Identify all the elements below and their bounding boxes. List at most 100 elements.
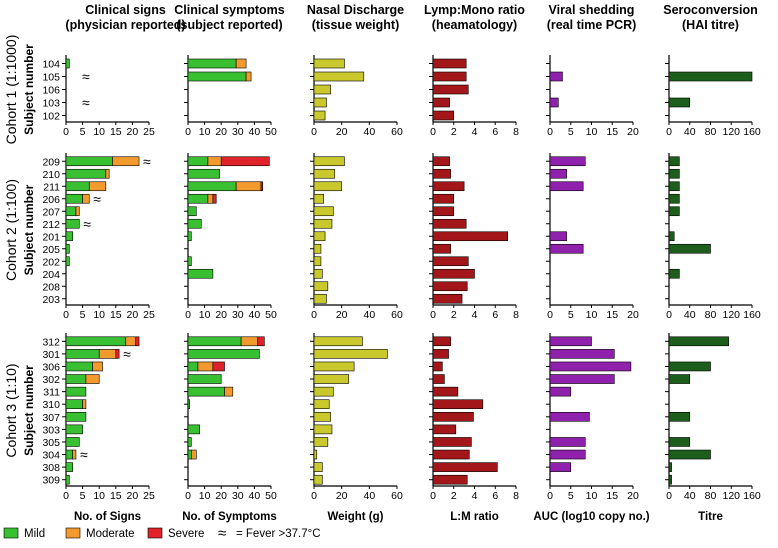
x-tick-label: 25	[143, 126, 155, 138]
bar-titre	[668, 71, 753, 82]
x-tick-label: 6	[492, 309, 498, 321]
bar-viral	[549, 462, 572, 472]
bar-mild	[65, 449, 73, 460]
bar-mild	[187, 231, 192, 242]
x-tick-label: 4	[472, 126, 478, 138]
bar-nasal	[313, 386, 334, 397]
x-tick-label: 0	[185, 490, 191, 502]
subject-label: 204	[42, 269, 60, 281]
x-tick-label: 20	[127, 309, 139, 321]
bar-mild	[187, 361, 199, 372]
bar-titre	[668, 336, 729, 347]
x-tick-label: 20	[336, 490, 348, 502]
bar-lm	[432, 97, 450, 108]
column-title: Clinical symptoms	[174, 3, 284, 17]
x-tick-label: 40	[363, 309, 375, 321]
x-tick-label: 8	[513, 490, 519, 502]
bar-viral	[549, 374, 615, 384]
bar-nasal	[313, 437, 329, 447]
x-tick-label: 20	[627, 126, 639, 138]
x-tick-label: 0	[547, 490, 553, 502]
x-tick-label: 0	[666, 309, 672, 321]
x-axis-label: Titre	[698, 511, 723, 523]
subject-label: 205	[42, 244, 60, 256]
bar-moderate	[92, 361, 103, 372]
column-subtitle: (tissue weight)	[312, 18, 400, 32]
x-tick-label: 5	[568, 309, 574, 321]
bar-mild	[187, 156, 209, 167]
bar-titre	[668, 206, 680, 217]
x-tick-label: 0	[311, 126, 317, 138]
bar-mild	[65, 349, 100, 359]
bar-mild	[65, 374, 87, 384]
bar-lm	[432, 256, 469, 267]
bar-nasal	[313, 399, 330, 410]
bar-mild	[65, 231, 73, 242]
cohort-label: Cohort 2 (1:100)	[3, 179, 19, 281]
x-tick-label: 50	[265, 126, 277, 138]
x-axis-label: AUC (log10 copy no.)	[533, 511, 649, 523]
bar-severe	[257, 336, 265, 347]
bar-moderate	[112, 156, 140, 167]
column-subtitle: (physician reported)	[65, 18, 185, 32]
x-tick-label: 80	[705, 126, 717, 138]
x-tick-label: 10	[586, 490, 598, 502]
x-tick-label: 160	[743, 490, 761, 502]
x-tick-label: 80	[705, 309, 717, 321]
x-tick-label: 0	[63, 490, 69, 502]
x-tick-label: 2	[451, 490, 457, 502]
bar-mild	[65, 474, 70, 485]
bar-mild	[65, 168, 107, 179]
column-title: Clinical signs	[85, 3, 166, 17]
subject-label: 207	[42, 206, 60, 218]
subject-label: 302	[42, 374, 60, 386]
subject-label: 201	[42, 231, 60, 243]
bar-nasal	[313, 293, 327, 304]
bar-viral	[549, 437, 586, 447]
subject-label: 210	[42, 169, 60, 181]
bar-lm	[432, 268, 475, 279]
bar-lm	[432, 474, 468, 485]
column-title: Nasal Discharge	[307, 3, 404, 17]
bar-nasal	[313, 84, 331, 95]
x-tick-label: 2	[451, 126, 457, 138]
bar-viral	[549, 71, 563, 82]
bar-mild	[65, 437, 80, 447]
bar-nasal	[313, 231, 326, 242]
x-tick-label: 50	[265, 490, 277, 502]
bar-nasal	[313, 349, 388, 359]
bar-moderate	[88, 181, 107, 192]
column-title: Lymp:Mono ratio	[424, 3, 525, 17]
bar-lm	[432, 374, 445, 384]
bar-nasal	[313, 281, 329, 292]
subject-label: 301	[42, 349, 60, 361]
fever-marker: ≈	[82, 95, 90, 111]
bar-severe	[220, 156, 270, 167]
x-tick-label: 120	[722, 126, 740, 138]
bar-lm	[432, 156, 450, 167]
y-axis-label: Subject number	[22, 184, 36, 275]
bar-nasal	[313, 424, 333, 435]
bar-mild	[65, 462, 73, 472]
bar-lm	[432, 386, 459, 397]
bar-moderate	[224, 386, 234, 397]
bar-lm	[432, 281, 468, 292]
subject-label: 105	[42, 72, 60, 84]
bar-moderate	[235, 58, 247, 69]
bar-nasal	[313, 361, 355, 372]
x-tick-label: 40	[249, 490, 261, 502]
subject-label: 310	[42, 399, 60, 411]
bar-nasal	[313, 474, 323, 485]
bar-mild	[187, 399, 190, 410]
bar-viral	[549, 336, 592, 347]
subject-label: 104	[42, 59, 60, 71]
subject-label: 308	[42, 462, 60, 474]
cohort-panels: Cohort 1 (1:1000) Subject number 104105106…	[3, 35, 761, 523]
bar-mild	[187, 374, 222, 384]
subject-label: 211	[43, 181, 60, 193]
x-tick-label: 40	[363, 490, 375, 502]
bar-viral	[549, 97, 559, 108]
bar-titre	[668, 181, 680, 192]
cohort-panel: Cohort 1 (1:1000) Subject number 104105106…	[3, 35, 761, 145]
